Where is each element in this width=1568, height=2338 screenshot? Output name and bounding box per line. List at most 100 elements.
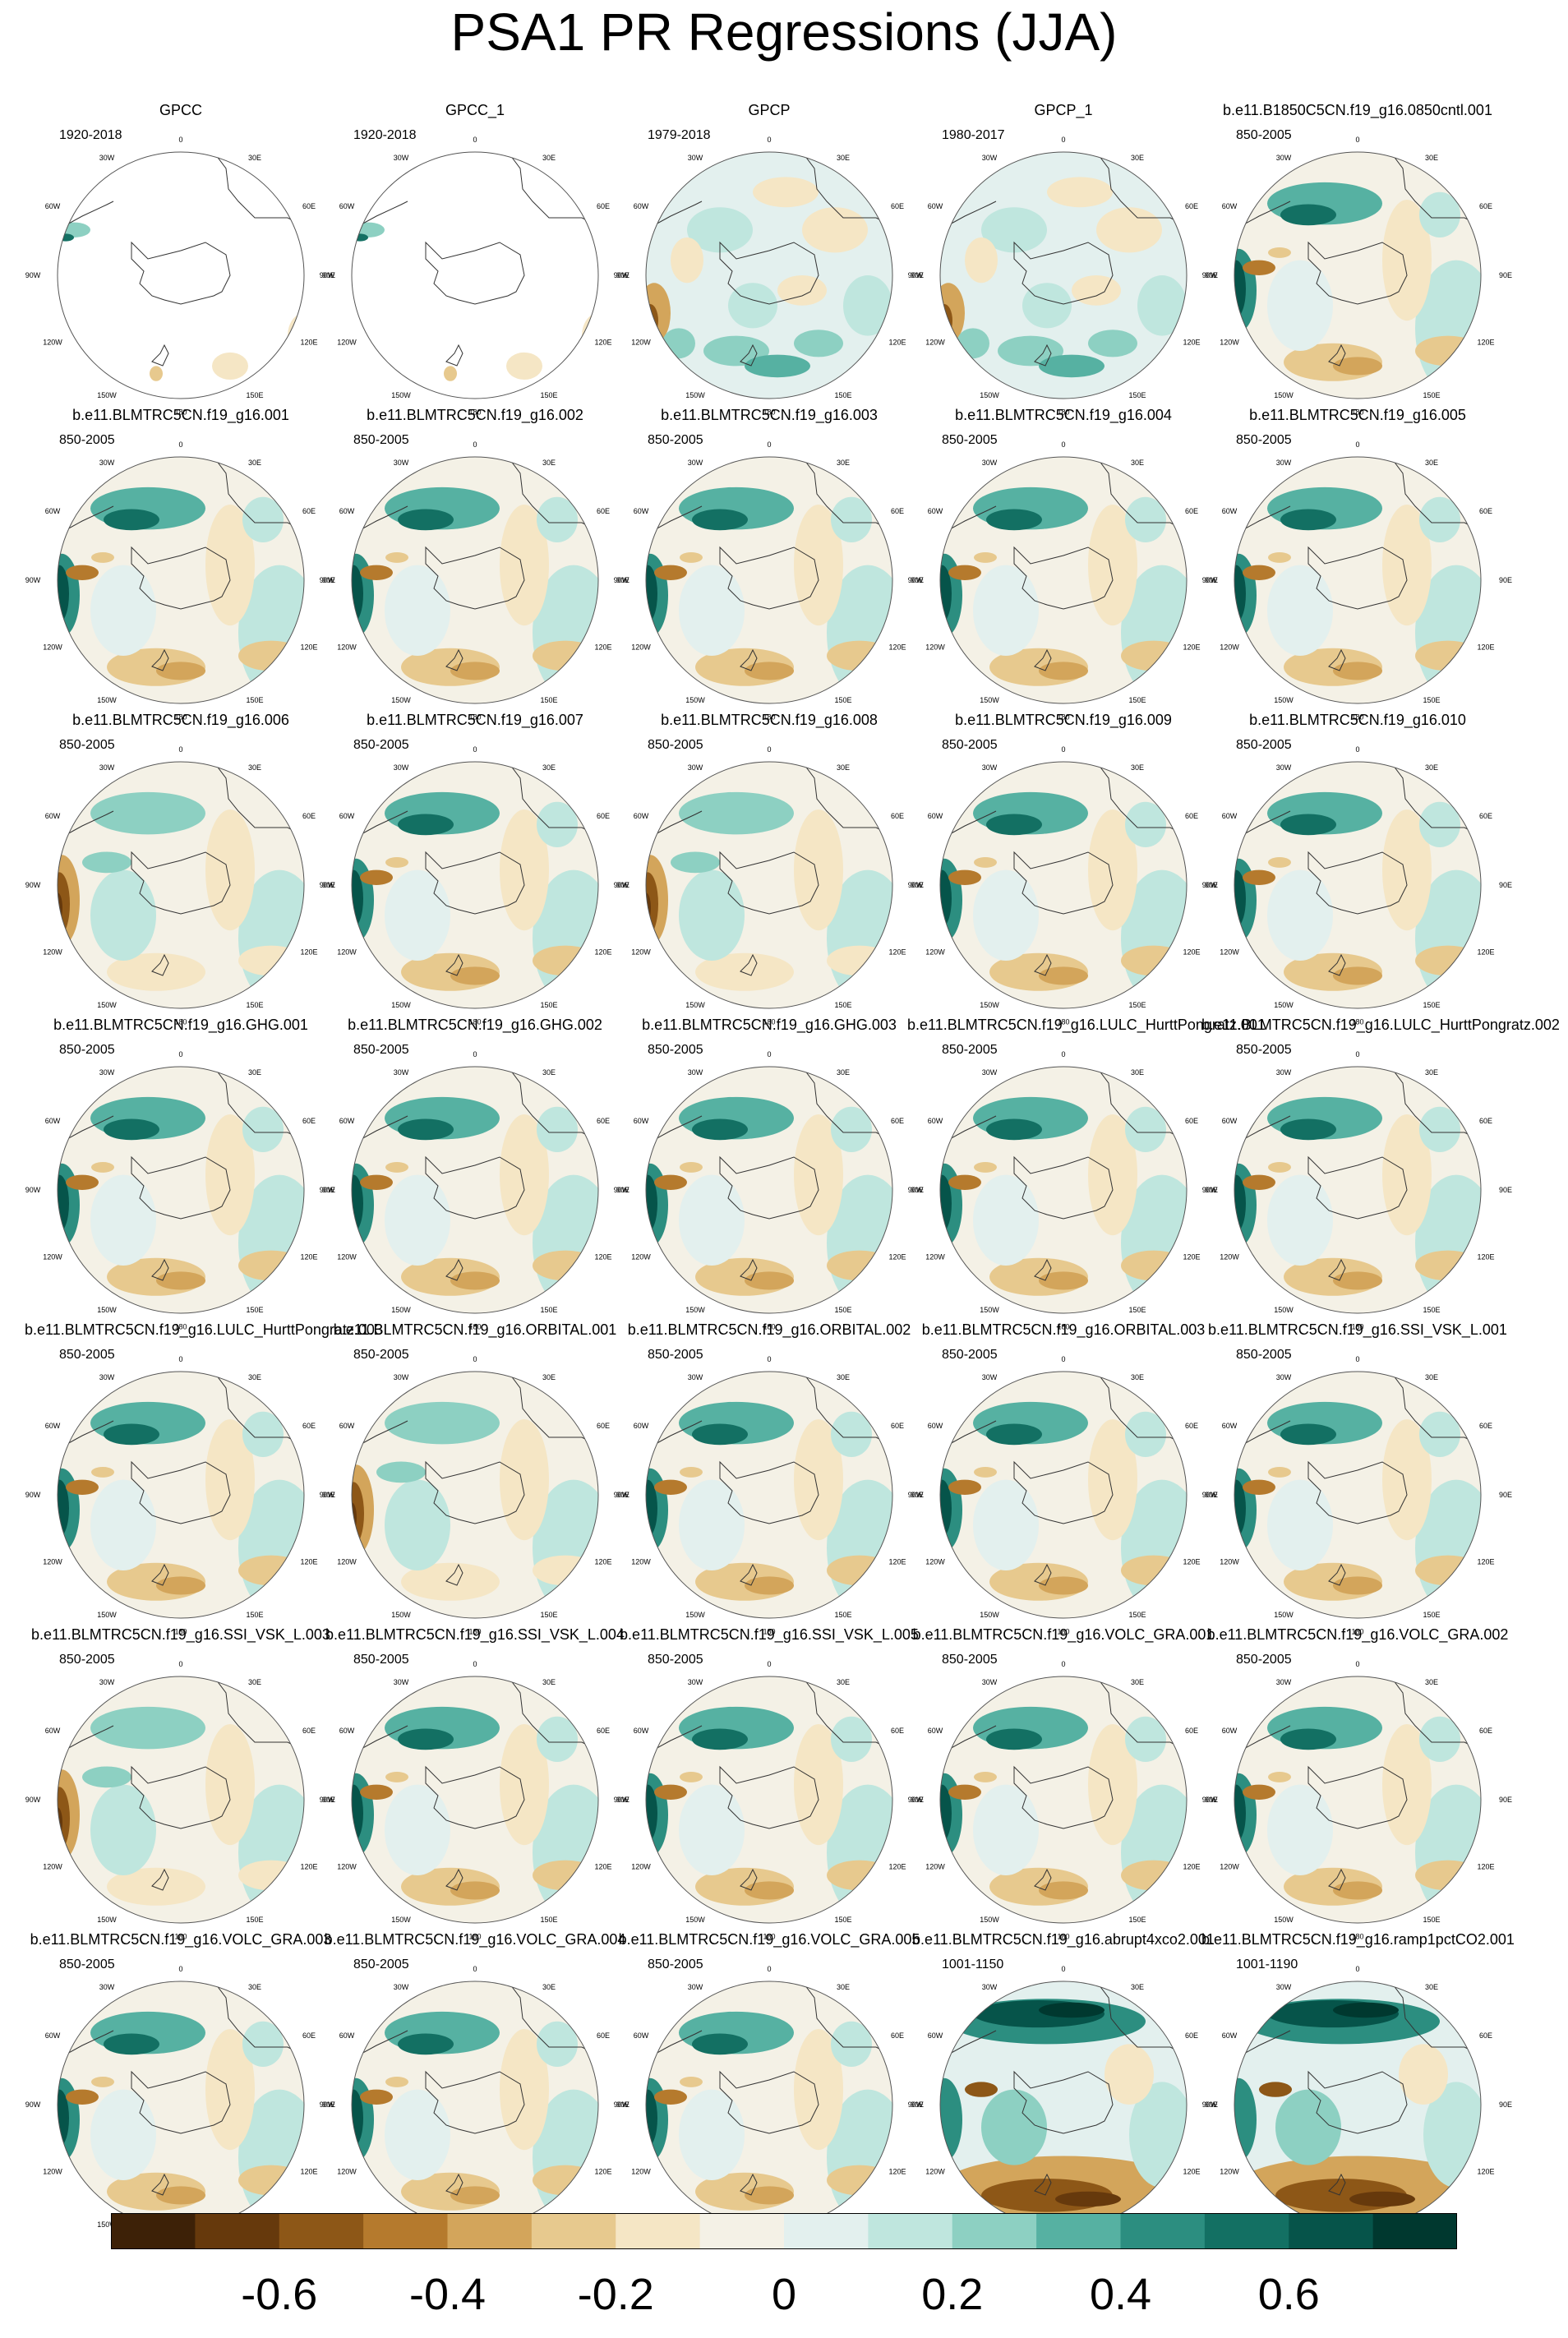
new-zealand-coastline bbox=[151, 1258, 169, 1281]
longitude-label: 120E bbox=[888, 1558, 906, 1566]
contour-region bbox=[1333, 966, 1382, 985]
contour-region bbox=[1039, 354, 1105, 378]
contour-region bbox=[66, 565, 99, 580]
antarctica-coastline bbox=[131, 241, 231, 305]
longitude-label: 120W bbox=[631, 643, 651, 652]
longitude-label: 60W bbox=[1222, 812, 1238, 820]
longitude-label: 90W bbox=[614, 1796, 630, 1804]
longitude-label: 120W bbox=[43, 1558, 62, 1566]
contour-region bbox=[533, 640, 598, 671]
contour-region bbox=[680, 1466, 703, 1478]
panel-period: 850-2005 bbox=[59, 738, 115, 752]
contour-region bbox=[1280, 1423, 1336, 1446]
contour-region bbox=[58, 1479, 69, 1538]
contour-region bbox=[827, 945, 892, 976]
longitude-label: 180 bbox=[1057, 1932, 1069, 1940]
contour-region bbox=[533, 945, 598, 976]
map-panel: b.e11.BLMTRC5CN.f19_g16.ORBITAL.001 850-2… bbox=[320, 1318, 630, 1635]
longitude-label: 180 bbox=[763, 1017, 775, 1026]
contour-region bbox=[156, 662, 205, 680]
regression-field bbox=[940, 1676, 1187, 1923]
contour-region bbox=[974, 1161, 997, 1173]
longitude-label: 60W bbox=[928, 1727, 943, 1735]
longitude-label: 150W bbox=[685, 1001, 705, 1009]
contour-region bbox=[156, 1576, 205, 1595]
longitude-label: 150W bbox=[980, 1611, 999, 1619]
regression-field bbox=[940, 1067, 1187, 1313]
longitude-label: 150E bbox=[834, 696, 851, 704]
coastline bbox=[565, 1873, 598, 1923]
panel-title: b.e11.BLMTRC5CN.f19_g16.010 bbox=[1249, 712, 1466, 728]
longitude-label: 30E bbox=[1131, 1983, 1144, 1991]
contour-region bbox=[1275, 2089, 1341, 2165]
longitude-label: 180 bbox=[1057, 408, 1069, 416]
contour-region bbox=[671, 237, 703, 284]
contour-region bbox=[1415, 1250, 1481, 1281]
longitude-label: 90W bbox=[614, 1186, 630, 1194]
longitude-label: 60E bbox=[1479, 1117, 1492, 1125]
longitude-label: 0 bbox=[1355, 1660, 1359, 1668]
contour-region bbox=[646, 1174, 657, 1233]
contour-region bbox=[1234, 869, 1246, 928]
map-boundary bbox=[57, 761, 305, 1009]
panel-period: 850-2005 bbox=[942, 433, 998, 447]
contour-region bbox=[1333, 1881, 1382, 1900]
panel-period: 850-2005 bbox=[648, 1043, 703, 1057]
contour-region bbox=[107, 1867, 205, 1906]
colorbar-swatch bbox=[1372, 2213, 1457, 2249]
longitude-label: 60E bbox=[1185, 2031, 1198, 2040]
panel-period: 850-2005 bbox=[353, 1043, 409, 1057]
longitude-label: 150W bbox=[97, 1611, 117, 1619]
new-zealand-coastline bbox=[151, 648, 169, 671]
longitude-label: 90W bbox=[908, 881, 924, 889]
longitude-label: 120E bbox=[594, 2168, 611, 2176]
longitude-label: 150E bbox=[246, 696, 263, 704]
colorbar-swatch bbox=[363, 2213, 448, 2249]
contour-region bbox=[692, 509, 748, 531]
contour-region bbox=[831, 1411, 872, 1457]
colorbar-tick-label: 0 bbox=[771, 2270, 797, 2319]
contour-region bbox=[695, 952, 794, 991]
longitude-label: 60W bbox=[45, 1422, 61, 1430]
contour-region bbox=[646, 1479, 657, 1538]
contour-region bbox=[974, 1466, 997, 1478]
longitude-label: 30E bbox=[1131, 1678, 1144, 1686]
colorbar-swatch bbox=[616, 2213, 701, 2249]
longitude-label: 30W bbox=[982, 1068, 998, 1077]
regression-field bbox=[1234, 152, 1481, 399]
contour-region bbox=[1022, 283, 1072, 329]
longitude-label: 0 bbox=[1061, 1660, 1065, 1668]
antarctica-coastline bbox=[1307, 2070, 1408, 2134]
longitude-label: 150E bbox=[1128, 1306, 1146, 1314]
new-zealand-coastline bbox=[1328, 344, 1346, 367]
contour-region bbox=[104, 1118, 159, 1141]
longitude-label: 150E bbox=[540, 696, 557, 704]
map-panel: b.e11.BLMTRC5CN.f19_g16.LULC_HurttPongra… bbox=[907, 1013, 1266, 1330]
contour-region bbox=[385, 1174, 450, 1266]
longitude-label: 60W bbox=[339, 812, 355, 820]
longitude-label: 150W bbox=[1274, 696, 1294, 704]
contour-region bbox=[1419, 801, 1460, 847]
longitude-label: 60E bbox=[1185, 1727, 1198, 1735]
contour-region bbox=[450, 2186, 500, 2205]
longitude-label: 90W bbox=[320, 1796, 335, 1804]
longitude-label: 90E bbox=[1499, 1796, 1512, 1804]
contour-region bbox=[646, 892, 651, 923]
longitude-label: 180 bbox=[174, 1322, 187, 1330]
new-zealand-coastline bbox=[1328, 2173, 1346, 2196]
longitude-label: 60W bbox=[634, 2031, 649, 2040]
colorbar-swatch bbox=[195, 2213, 280, 2249]
longitude-label: 150E bbox=[1423, 391, 1440, 399]
contour-region bbox=[500, 2029, 549, 2151]
longitude-label: 120W bbox=[925, 1253, 945, 1261]
longitude-label: 120W bbox=[1220, 1863, 1239, 1871]
contour-region bbox=[450, 1271, 500, 1290]
contour-region bbox=[692, 1118, 748, 1141]
longitude-label: 30W bbox=[99, 763, 115, 772]
coastline bbox=[1153, 1568, 1187, 1618]
longitude-label: 60E bbox=[1479, 1727, 1492, 1735]
contour-region bbox=[82, 1766, 131, 1788]
contour-region bbox=[58, 152, 304, 399]
panel-period: 850-2005 bbox=[59, 1958, 115, 1971]
longitude-label: 60E bbox=[597, 1422, 610, 1430]
